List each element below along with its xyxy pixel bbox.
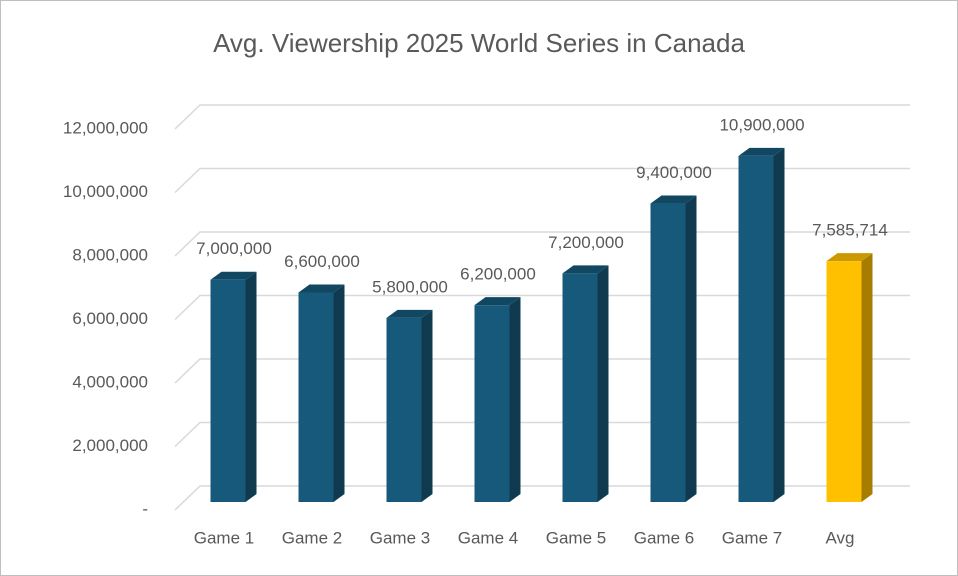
bar-side <box>245 271 257 502</box>
bar-top <box>210 271 257 280</box>
value-label: 7,585,714 <box>812 221 888 240</box>
y-tick-label: 8,000,000 <box>72 245 148 264</box>
value-label: 6,600,000 <box>284 252 360 271</box>
x-tick-label: Game 1 <box>194 528 254 547</box>
value-label: 5,800,000 <box>372 277 448 296</box>
x-tick-label: Game 5 <box>546 528 606 547</box>
y-tick-label: 6,000,000 <box>72 309 148 328</box>
value-label: 7,000,000 <box>196 239 272 258</box>
y-tick-label: 4,000,000 <box>72 372 148 391</box>
bar <box>562 273 598 502</box>
bar <box>826 261 862 502</box>
y-tick-label: 12,000,000 <box>63 118 148 137</box>
grid-line <box>174 104 910 130</box>
grid-line <box>174 167 910 194</box>
x-tick-label: Avg <box>826 528 855 547</box>
bar-side <box>773 147 785 503</box>
x-tick-label: Game 2 <box>282 528 342 547</box>
bar-top <box>386 309 433 318</box>
value-label: 9,400,000 <box>636 163 712 182</box>
value-label: 6,200,000 <box>460 265 536 284</box>
bar-top <box>826 253 873 262</box>
bar-side <box>861 253 873 502</box>
y-tick-label: 10,000,000 <box>63 182 148 201</box>
bar-top <box>474 297 521 306</box>
bar-side <box>333 284 345 502</box>
bar-side <box>509 297 521 502</box>
y-tick-label: - <box>142 499 148 518</box>
x-tick-label: Game 6 <box>634 528 694 547</box>
bar-side <box>597 265 609 502</box>
bar <box>474 305 510 502</box>
bar <box>298 292 334 502</box>
bar-top <box>650 195 697 204</box>
bar-side <box>685 195 697 503</box>
chart-title: Avg. Viewership 2025 World Series in Can… <box>213 28 745 58</box>
bar-top <box>298 284 345 293</box>
x-tick-label: Game 3 <box>370 528 430 547</box>
bar <box>738 155 774 503</box>
bar <box>650 203 686 503</box>
value-label: 10,900,000 <box>719 115 804 134</box>
bar <box>386 317 422 502</box>
bar-side <box>421 309 433 502</box>
bar <box>210 279 246 502</box>
y-tick-label: 2,000,000 <box>72 436 148 455</box>
bar-top <box>738 147 785 156</box>
bar-top <box>562 265 609 274</box>
x-tick-label: Game 7 <box>722 528 782 547</box>
x-tick-label: Game 4 <box>458 528 518 547</box>
value-label: 7,200,000 <box>548 233 624 252</box>
